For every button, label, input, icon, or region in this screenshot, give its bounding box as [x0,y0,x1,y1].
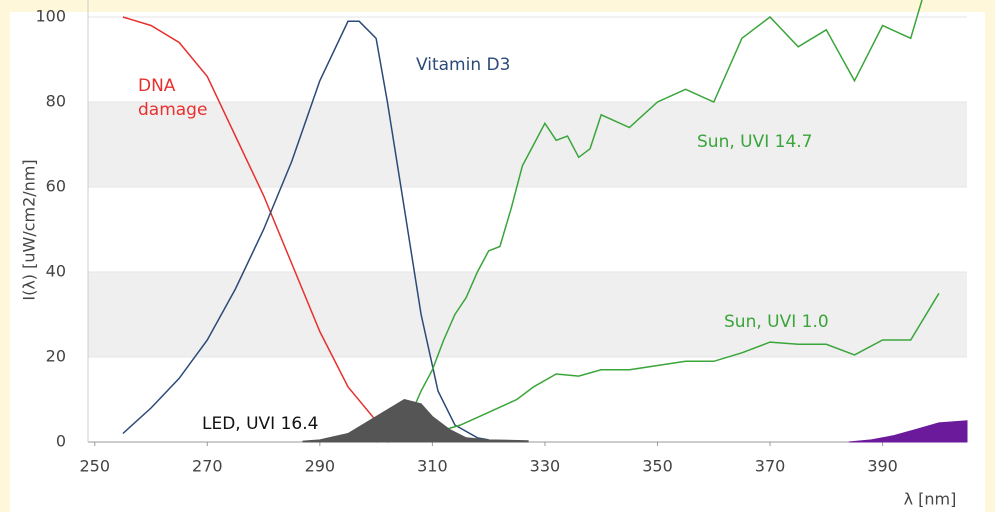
grid-band [88,272,967,357]
series-label: Vitamin D3 [416,55,511,75]
line [387,292,940,443]
y-tick-label: 20 [46,347,66,366]
series-label: Sun, UVI 1.0 [724,312,829,332]
y-tick-label: 0 [56,432,66,451]
x-tick-label: 390 [867,457,898,476]
y-tick-label: 40 [46,262,66,281]
x-tick-label: 330 [530,457,561,476]
plot-background [10,12,985,512]
y-tick-label: 60 [46,177,66,196]
grid-band [88,102,967,187]
x-tick-label: 270 [192,457,223,476]
line [122,20,489,441]
line [375,0,923,443]
series-label: LED, UVI 16.4 [202,414,319,434]
series-label: Sun, UVI 14.7 [697,132,813,152]
x-tick-label: 310 [417,457,448,476]
series-label: DNA damage [138,76,208,120]
x-tick-label: 370 [755,457,786,476]
area [848,420,968,443]
x-axis-label: λ [nm] [904,490,957,509]
y-tick-label: 100 [35,7,66,26]
y-tick-label: 80 [46,92,66,111]
x-tick-label: 350 [642,457,673,476]
y-axis-label: I(λ) [uW/cm2/nm] [20,159,39,300]
x-tick-label: 250 [79,457,110,476]
area [302,398,529,443]
x-tick-label: 290 [305,457,336,476]
